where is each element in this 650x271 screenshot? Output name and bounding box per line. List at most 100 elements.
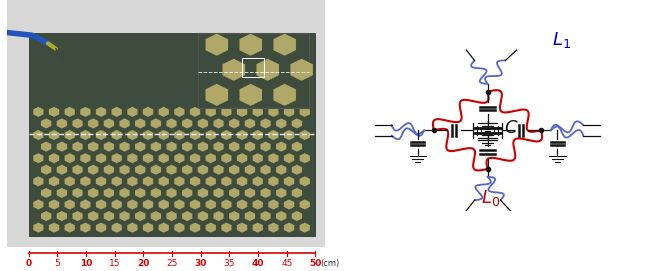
Polygon shape — [127, 222, 138, 233]
Polygon shape — [252, 107, 263, 117]
Polygon shape — [96, 130, 107, 140]
Polygon shape — [135, 211, 146, 221]
Polygon shape — [213, 141, 224, 152]
Polygon shape — [284, 176, 294, 186]
Polygon shape — [159, 222, 169, 233]
Polygon shape — [49, 199, 59, 210]
Polygon shape — [182, 141, 192, 152]
Polygon shape — [72, 164, 83, 175]
Polygon shape — [273, 33, 296, 56]
Polygon shape — [190, 199, 200, 210]
Polygon shape — [252, 199, 263, 210]
Polygon shape — [49, 176, 59, 186]
Polygon shape — [159, 130, 169, 140]
Polygon shape — [276, 141, 287, 152]
Polygon shape — [213, 164, 224, 175]
Polygon shape — [64, 153, 75, 163]
Polygon shape — [143, 199, 153, 210]
Polygon shape — [284, 153, 294, 163]
Polygon shape — [143, 130, 153, 140]
Polygon shape — [300, 222, 310, 233]
Polygon shape — [221, 130, 231, 140]
Polygon shape — [260, 141, 271, 152]
Polygon shape — [41, 141, 51, 152]
Bar — [29, 33, 315, 236]
Polygon shape — [80, 107, 90, 117]
Polygon shape — [127, 199, 138, 210]
Polygon shape — [198, 118, 208, 129]
Polygon shape — [213, 118, 224, 129]
Polygon shape — [268, 222, 279, 233]
Polygon shape — [174, 176, 185, 186]
Polygon shape — [205, 176, 216, 186]
Polygon shape — [237, 153, 248, 163]
Polygon shape — [284, 107, 294, 117]
Polygon shape — [64, 199, 75, 210]
Polygon shape — [151, 141, 161, 152]
Polygon shape — [252, 222, 263, 233]
Polygon shape — [135, 164, 146, 175]
Polygon shape — [80, 153, 90, 163]
Polygon shape — [57, 188, 67, 198]
Text: 0: 0 — [26, 259, 32, 268]
Polygon shape — [143, 176, 153, 186]
Polygon shape — [41, 211, 51, 221]
Polygon shape — [96, 176, 107, 186]
Polygon shape — [244, 118, 255, 129]
Polygon shape — [229, 141, 239, 152]
Polygon shape — [221, 153, 231, 163]
Polygon shape — [33, 176, 44, 186]
Polygon shape — [72, 211, 83, 221]
Text: 50: 50 — [309, 259, 322, 268]
Text: $L_1$: $L_1$ — [552, 30, 571, 50]
Polygon shape — [72, 141, 83, 152]
Polygon shape — [41, 188, 51, 198]
Polygon shape — [49, 153, 59, 163]
Polygon shape — [88, 141, 99, 152]
Polygon shape — [205, 199, 216, 210]
Polygon shape — [190, 153, 200, 163]
Polygon shape — [33, 199, 44, 210]
Polygon shape — [174, 199, 185, 210]
Polygon shape — [41, 118, 51, 129]
Polygon shape — [88, 118, 99, 129]
Polygon shape — [151, 211, 161, 221]
Polygon shape — [119, 164, 130, 175]
Polygon shape — [96, 107, 107, 117]
Polygon shape — [80, 199, 90, 210]
Text: 40: 40 — [252, 259, 265, 268]
Polygon shape — [64, 130, 75, 140]
Text: 35: 35 — [224, 259, 235, 268]
Polygon shape — [237, 130, 248, 140]
Polygon shape — [119, 211, 130, 221]
Polygon shape — [268, 107, 279, 117]
Polygon shape — [159, 153, 169, 163]
Polygon shape — [229, 164, 239, 175]
Polygon shape — [41, 164, 51, 175]
Polygon shape — [127, 153, 138, 163]
Polygon shape — [166, 164, 177, 175]
Polygon shape — [237, 199, 248, 210]
Polygon shape — [205, 83, 228, 106]
Polygon shape — [33, 153, 44, 163]
Polygon shape — [268, 199, 279, 210]
Bar — [242, 58, 265, 77]
Text: $L_0$: $L_0$ — [481, 188, 500, 208]
Polygon shape — [229, 211, 239, 221]
Polygon shape — [205, 107, 216, 117]
Polygon shape — [190, 107, 200, 117]
Polygon shape — [159, 107, 169, 117]
Polygon shape — [244, 211, 255, 221]
Polygon shape — [143, 222, 153, 233]
Polygon shape — [190, 222, 200, 233]
Polygon shape — [239, 33, 262, 56]
Polygon shape — [143, 107, 153, 117]
Polygon shape — [119, 141, 130, 152]
Polygon shape — [237, 176, 248, 186]
Polygon shape — [88, 188, 99, 198]
Polygon shape — [57, 164, 67, 175]
Polygon shape — [57, 141, 67, 152]
Polygon shape — [252, 153, 263, 163]
Polygon shape — [174, 153, 185, 163]
Polygon shape — [33, 222, 44, 233]
